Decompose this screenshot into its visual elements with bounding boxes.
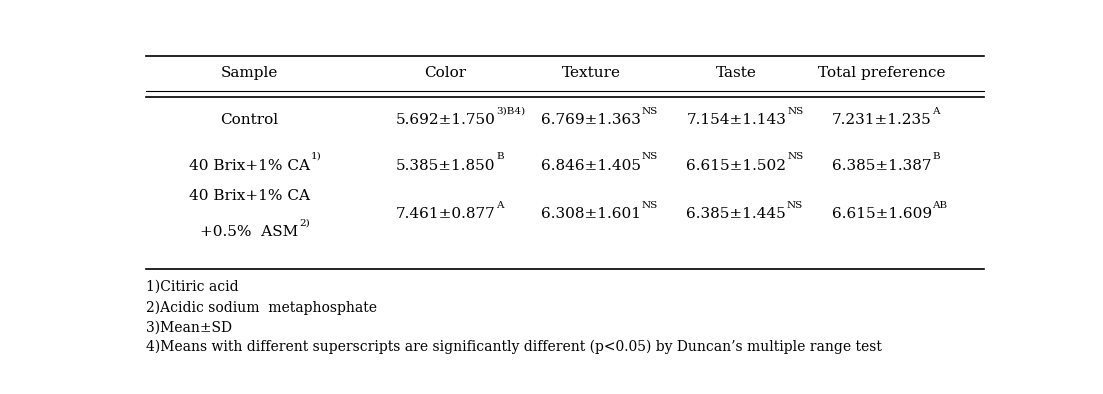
Text: +0.5%  ASM: +0.5% ASM	[200, 225, 298, 239]
Text: NS: NS	[788, 106, 803, 115]
Text: 6.615±1.609: 6.615±1.609	[832, 207, 932, 221]
Text: NS: NS	[642, 152, 658, 161]
Text: Taste: Taste	[716, 66, 757, 80]
Text: 40 Brix+1% CA: 40 Brix+1% CA	[189, 189, 310, 203]
Text: B: B	[496, 152, 504, 161]
Text: 7.461±0.877: 7.461±0.877	[396, 207, 495, 221]
Text: NS: NS	[788, 152, 803, 161]
Text: 7.154±1.143: 7.154±1.143	[686, 113, 786, 127]
Text: NS: NS	[786, 201, 803, 210]
Text: 2): 2)	[299, 219, 310, 228]
Text: Texture: Texture	[561, 66, 620, 80]
Text: AB: AB	[932, 201, 947, 210]
Text: 4)Means with different superscripts are significantly different (p<0.05) by Dunc: 4)Means with different superscripts are …	[147, 340, 882, 355]
Text: 6.385±1.387: 6.385±1.387	[832, 159, 931, 173]
Text: Control: Control	[219, 113, 278, 127]
Text: B: B	[932, 152, 940, 161]
Text: A: A	[932, 106, 940, 115]
Text: 1): 1)	[310, 152, 321, 161]
Text: Sample: Sample	[221, 66, 278, 80]
Text: 7.231±1.235: 7.231±1.235	[832, 113, 931, 127]
Text: 1)Citiric acid: 1)Citiric acid	[147, 279, 239, 294]
Text: 3)Mean±SD: 3)Mean±SD	[147, 320, 233, 335]
Text: 2)Acidic sodium  metaphosphate: 2)Acidic sodium metaphosphate	[147, 301, 377, 315]
Text: 5.692±1.750: 5.692±1.750	[396, 113, 495, 127]
Text: 6.769±1.363: 6.769±1.363	[540, 113, 641, 127]
Text: 6.846±1.405: 6.846±1.405	[540, 159, 641, 173]
Text: NS: NS	[642, 201, 658, 210]
Text: 3)B4): 3)B4)	[496, 106, 525, 115]
Text: 6.308±1.601: 6.308±1.601	[540, 207, 641, 221]
Text: 5.385±1.850: 5.385±1.850	[396, 159, 495, 173]
Text: A: A	[496, 201, 504, 210]
Text: Total preference: Total preference	[817, 66, 945, 80]
Text: 40 Brix+1% CA: 40 Brix+1% CA	[189, 159, 310, 173]
Text: Color: Color	[425, 66, 467, 80]
Text: 6.615±1.502: 6.615±1.502	[686, 159, 786, 173]
Text: NS: NS	[642, 106, 658, 115]
Text: 6.385±1.445: 6.385±1.445	[686, 207, 786, 221]
